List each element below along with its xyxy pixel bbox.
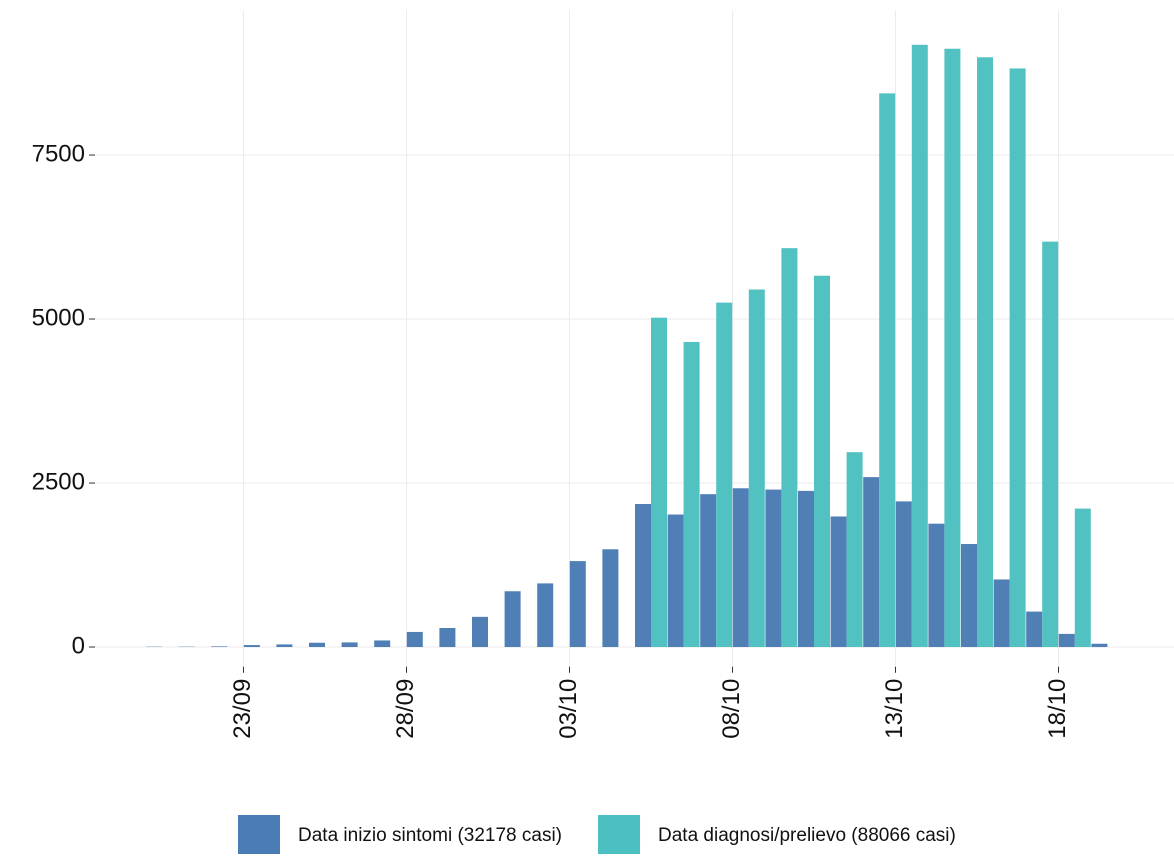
legend-label: Data inizio sintomi (32178 casi): [298, 825, 562, 846]
bar: [896, 501, 912, 647]
bar: [407, 632, 423, 647]
bar: [651, 318, 667, 647]
x-tick-label: 28/09: [392, 679, 419, 739]
bar: [1026, 612, 1042, 647]
bar: [749, 290, 765, 648]
bar: [505, 591, 521, 647]
bar: [1042, 242, 1058, 647]
x-tick-label: 23/09: [229, 679, 256, 739]
x-tick-label: 08/10: [718, 679, 745, 739]
bar: [912, 45, 928, 647]
bar: [342, 642, 358, 647]
x-tick-label: 13/10: [881, 679, 908, 739]
bar: [309, 643, 325, 647]
bar: [798, 491, 814, 647]
bar: [1075, 509, 1091, 647]
bar: [244, 645, 260, 647]
legend-label: Data diagnosi/prelievo (88066 casi): [658, 825, 956, 846]
bar: [472, 617, 488, 647]
legend-swatch: [238, 815, 280, 854]
bar: [733, 488, 749, 647]
bar: [716, 303, 732, 647]
bar: [1010, 68, 1026, 647]
y-tick-label: 5000: [32, 304, 85, 331]
bar: [847, 452, 863, 647]
bar: [928, 524, 944, 647]
x-tick-label: 03/10: [555, 679, 582, 739]
bar: [276, 644, 292, 647]
bar: [1059, 634, 1075, 647]
bar: [994, 579, 1010, 647]
bar: [211, 646, 227, 647]
bar: [537, 583, 553, 647]
bar: [765, 490, 781, 647]
bar: [879, 93, 895, 647]
bar: [635, 504, 651, 647]
legend-swatch: [598, 815, 640, 854]
bar: [944, 49, 960, 647]
bar: [374, 640, 390, 647]
y-tick-label: 0: [72, 632, 85, 659]
bar: [863, 477, 879, 647]
bar: [439, 628, 455, 647]
bar: [961, 544, 977, 647]
bar: [602, 549, 618, 647]
x-tick-label: 18/10: [1044, 679, 1071, 739]
bar: [668, 515, 684, 648]
bar: [781, 248, 797, 647]
bar: [1091, 644, 1107, 647]
bar: [977, 57, 993, 647]
bar: [570, 561, 586, 647]
y-tick-label: 2500: [32, 468, 85, 495]
y-tick-label: 7500: [32, 140, 85, 167]
bar: [700, 494, 716, 647]
bar: [814, 276, 830, 647]
bar: [684, 342, 700, 647]
bar: [831, 516, 847, 647]
